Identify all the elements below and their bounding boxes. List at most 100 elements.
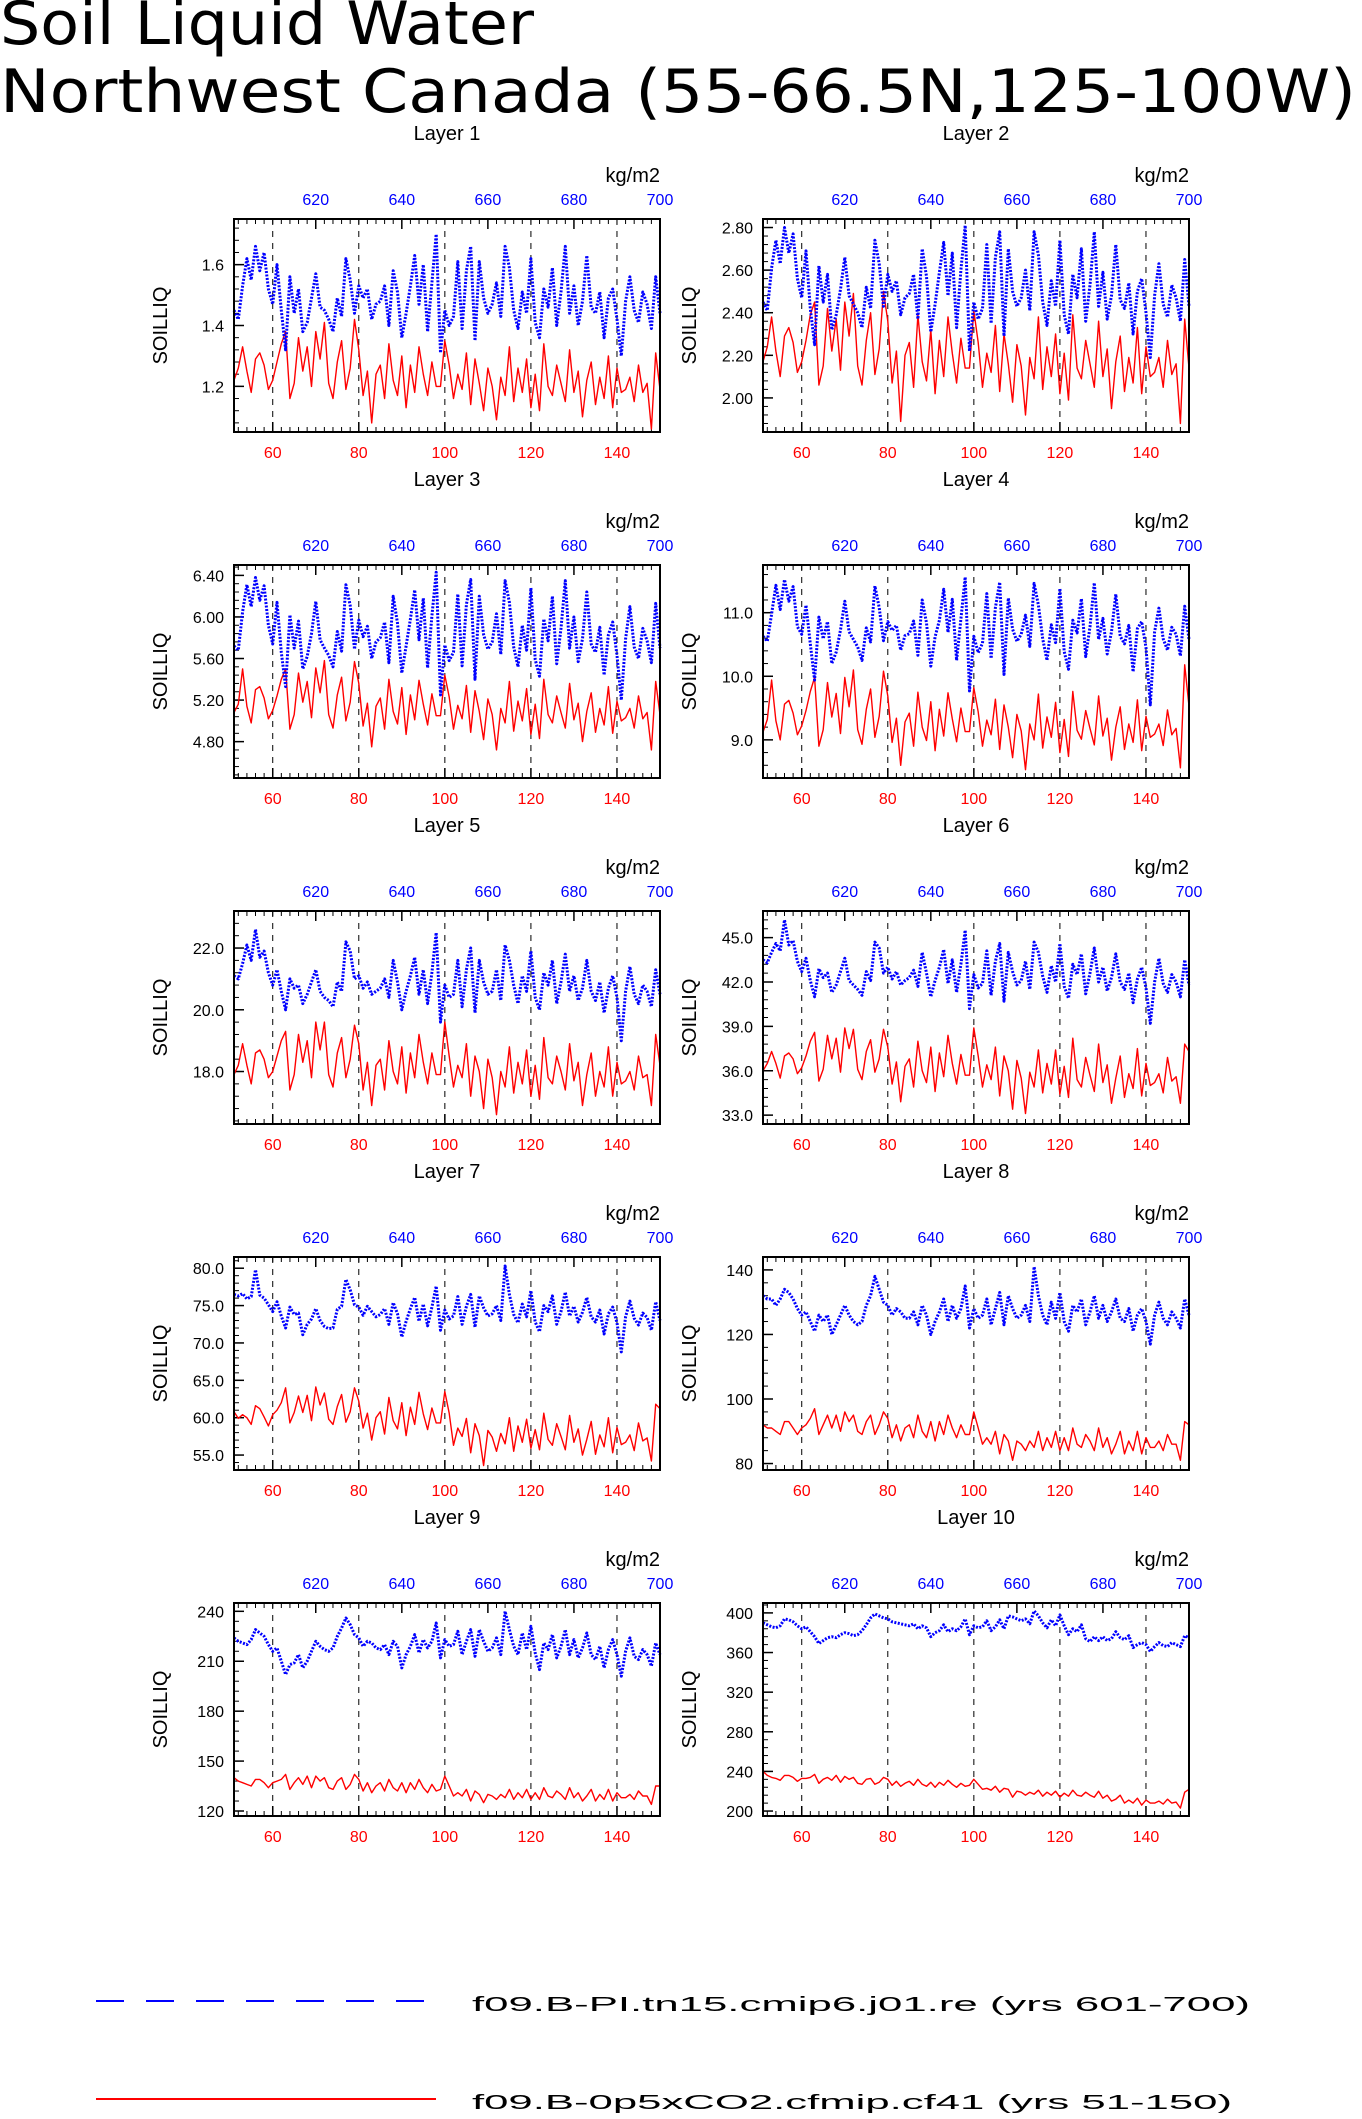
y-tick-label: 400: [726, 1606, 753, 1623]
panel-title: Layer 1: [414, 123, 481, 145]
x-bottom-tick-label: 100: [431, 1829, 458, 1846]
x-bottom-tick-label: 80: [879, 791, 897, 808]
x-top-tick-label: 680: [561, 538, 588, 555]
x-top-tick-label: 660: [475, 884, 502, 901]
x-bottom-tick-label: 140: [1133, 445, 1160, 462]
y-tick-label: 75.0: [193, 1299, 224, 1316]
series-line-cf41: [233, 659, 661, 751]
y-axis-label: SOILLIQ: [679, 1671, 701, 1749]
x-top-tick-label: 680: [1090, 538, 1117, 555]
x-top-tick-label: 640: [388, 884, 415, 901]
series-line-cf41: [233, 1386, 661, 1467]
x-bottom-tick-label: 60: [264, 1137, 282, 1154]
x-top-tick-label: 700: [647, 192, 674, 209]
x-bottom-tick-label: 120: [1047, 791, 1074, 808]
series-line-cf41: [233, 318, 661, 430]
panel-layer-3: Layer 3 kg/m2 SOILLIQ 4.80 5.20 5.60 6.00 6.40 6…: [150, 469, 673, 808]
panel-layer-9: Layer 9 kg/m2 SOILLIQ 120 150 180 210 240 60 80 10…: [150, 1507, 673, 1846]
x-bottom-tick-label: 60: [793, 791, 811, 808]
units-label: kg/m2: [606, 511, 660, 533]
x-top-tick-label: 700: [1176, 1576, 1203, 1593]
x-top-tick-label: 700: [1176, 1230, 1203, 1247]
y-tick-label: 42.0: [722, 975, 753, 992]
y-tick-label: 55.0: [193, 1448, 224, 1465]
x-top-tick-label: 660: [1004, 1576, 1031, 1593]
x-bottom-tick-label: 120: [1047, 1483, 1074, 1500]
x-top-tick-label: 620: [302, 884, 329, 901]
panel-layer-2: Layer 2 kg/m2 SOILLIQ 2.00 2.20 2.40 2.60 2.80 6…: [679, 123, 1202, 462]
x-bottom-tick-label: 60: [264, 445, 282, 462]
series-line-j01: [761, 223, 1191, 359]
plot-frame: [233, 1256, 661, 1471]
x-top-tick-label: 700: [647, 538, 674, 555]
x-bottom-tick-label: 60: [264, 1829, 282, 1846]
x-bottom-tick-label: 120: [1047, 445, 1074, 462]
x-bottom-tick-label: 80: [350, 445, 368, 462]
panels-grid: Layer 1 kg/m2 SOILLIQ 1.2 1.4 1.6 60 80 100 120 14…: [150, 123, 1202, 1846]
x-bottom-tick-label: 120: [518, 791, 545, 808]
y-tick-label: 80.0: [193, 1261, 224, 1278]
y-axis-label: SOILLIQ: [679, 633, 701, 711]
x-bottom-tick-label: 60: [793, 1137, 811, 1154]
legend-series2-label: f09.B-0p5xCO2.cfmip.cf41 (yrs 51-150): [472, 2092, 1232, 2114]
x-bottom-tick-label: 100: [431, 791, 458, 808]
units-label: kg/m2: [1135, 857, 1189, 879]
x-bottom-tick-label: 80: [350, 791, 368, 808]
x-top-tick-label: 660: [1004, 192, 1031, 209]
y-tick-label: 6.40: [193, 568, 224, 585]
panel-title: Layer 5: [414, 815, 481, 837]
units-label: kg/m2: [1135, 511, 1189, 533]
series-line-cf41: [233, 1773, 660, 1806]
x-top-tick-label: 680: [1090, 192, 1117, 209]
x-top-tick-label: 700: [1176, 538, 1203, 555]
y-tick-label: 2.00: [722, 391, 753, 408]
x-top-tick-label: 620: [831, 884, 858, 901]
x-top-tick-label: 640: [917, 1230, 944, 1247]
x-top-tick-label: 640: [388, 1230, 415, 1247]
series-line-cf41: [762, 1027, 1190, 1115]
x-bottom-tick-label: 100: [431, 1137, 458, 1154]
y-tick-label: 33.0: [722, 1108, 753, 1125]
x-bottom-tick-label: 80: [350, 1483, 368, 1500]
y-tick-label: 360: [726, 1646, 753, 1663]
y-tick-label: 60.0: [193, 1411, 224, 1428]
y-tick-label: 5.20: [193, 693, 224, 710]
y-axis-label: SOILLIQ: [679, 1325, 701, 1403]
x-bottom-tick-label: 120: [518, 445, 545, 462]
units-label: kg/m2: [606, 1549, 660, 1571]
units-label: kg/m2: [1135, 1549, 1189, 1571]
panel-title: Layer 7: [414, 1161, 481, 1183]
y-tick-label: 22.0: [193, 941, 224, 958]
x-top-tick-label: 680: [561, 192, 588, 209]
panel-title: Layer 10: [937, 1507, 1015, 1529]
x-top-tick-label: 660: [475, 1576, 502, 1593]
x-bottom-tick-label: 120: [518, 1137, 545, 1154]
panel-title: Layer 6: [943, 815, 1010, 837]
x-top-tick-label: 620: [302, 1230, 329, 1247]
y-tick-label: 2.40: [722, 306, 753, 323]
y-axis-label: SOILLIQ: [150, 979, 172, 1057]
x-top-tick-label: 620: [831, 1576, 858, 1593]
x-top-tick-label: 640: [917, 884, 944, 901]
x-bottom-tick-label: 120: [518, 1829, 545, 1846]
y-tick-label: 210: [197, 1654, 224, 1671]
x-bottom-tick-label: 100: [960, 1483, 987, 1500]
x-top-tick-label: 680: [561, 884, 588, 901]
y-tick-label: 1.4: [202, 319, 224, 336]
x-top-tick-label: 640: [388, 538, 415, 555]
x-top-tick-label: 640: [917, 1576, 944, 1593]
x-top-tick-label: 680: [561, 1230, 588, 1247]
series-line-cf41: [762, 1770, 1190, 1809]
plot-frame: [233, 564, 661, 779]
series-line-j01: [762, 1265, 1191, 1346]
units-label: kg/m2: [1135, 1203, 1189, 1225]
panel-title: Layer 9: [414, 1507, 481, 1529]
x-top-tick-label: 640: [917, 538, 944, 555]
x-bottom-tick-label: 60: [264, 791, 282, 808]
x-top-tick-label: 680: [1090, 1230, 1117, 1247]
y-tick-label: 2.60: [722, 263, 753, 280]
x-bottom-tick-label: 140: [604, 445, 631, 462]
y-tick-label: 100: [726, 1392, 753, 1409]
x-top-tick-label: 640: [917, 192, 944, 209]
panel-title: Layer 2: [943, 123, 1010, 145]
